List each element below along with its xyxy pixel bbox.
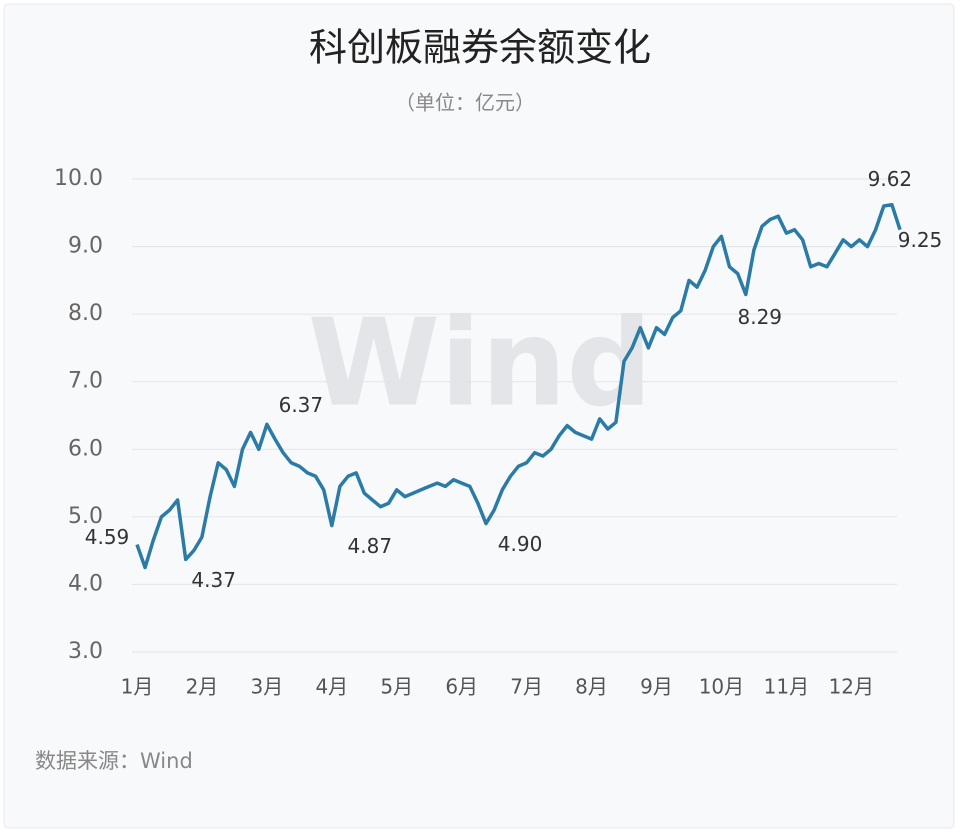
y-tick-label: 5.0 xyxy=(68,504,103,529)
data-label: 4.37 xyxy=(191,568,236,592)
x-tick-label: 5月 xyxy=(380,675,413,699)
x-tick-label: 11月 xyxy=(764,675,809,699)
card xyxy=(3,3,955,829)
data-label: 6.37 xyxy=(279,393,324,417)
chart-subtitle: （单位：亿元） xyxy=(395,91,535,115)
data-label: 8.29 xyxy=(738,305,783,329)
data-label: 4.90 xyxy=(498,532,543,556)
x-tick-label: 7月 xyxy=(510,675,543,699)
x-tick-label: 6月 xyxy=(445,675,478,699)
y-tick-label: 3.0 xyxy=(68,639,103,664)
watermark: Wind xyxy=(308,295,653,434)
x-tick-label: 3月 xyxy=(251,675,284,699)
x-tick-label: 1月 xyxy=(121,675,154,699)
data-label: 9.62 xyxy=(868,167,913,191)
y-tick-label: 4.0 xyxy=(68,571,103,596)
x-tick-label: 10月 xyxy=(699,675,744,699)
x-tick-label: 2月 xyxy=(186,675,219,699)
y-tick-label: 9.0 xyxy=(68,234,103,259)
y-tick-label: 10.0 xyxy=(54,166,103,191)
y-tick-label: 7.0 xyxy=(68,369,103,394)
source: 数据来源：Wind xyxy=(35,749,193,773)
chart-title: 科创板融券余额变化 xyxy=(309,26,651,70)
x-tick-label: 4月 xyxy=(315,675,348,699)
data-label: 4.87 xyxy=(348,534,393,558)
x-tick-label: 12月 xyxy=(829,675,874,699)
y-tick-label: 8.0 xyxy=(68,301,103,326)
line xyxy=(135,202,902,570)
y-tick-label: 6.0 xyxy=(68,436,103,461)
x-tick-label: 9月 xyxy=(640,675,673,699)
data-label: 4.59 xyxy=(85,525,130,549)
x-tick-label: 8月 xyxy=(575,675,608,699)
data-label: 9.25 xyxy=(898,228,943,252)
